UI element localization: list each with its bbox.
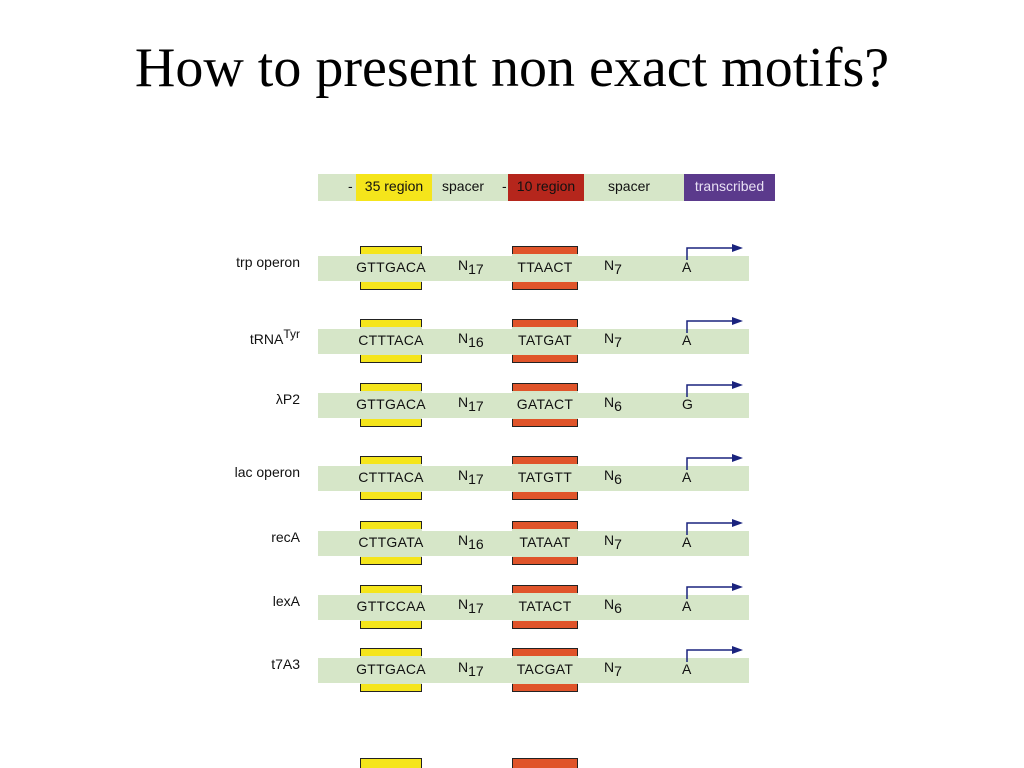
spacer-length-2: N7 [604, 659, 622, 679]
spacer-length-2: N7 [604, 330, 622, 350]
transcription-arrow-icon [686, 381, 743, 397]
promoter-row: lexA GTTCCAA N17 TATACT N6 A [0, 583, 1024, 629]
sequence-35: CTTTACA [358, 469, 424, 485]
spacer-length-1: N16 [458, 330, 484, 350]
spacer-length-1: N17 [458, 257, 484, 277]
promoter-name-text: t7A3 [271, 656, 300, 672]
region-10-box [512, 758, 578, 768]
region-35-box [360, 246, 422, 290]
legend-dash-35: - [348, 178, 353, 194]
promoter-legend-bar: - 35 region spacer - 10 region spacer tr… [318, 174, 775, 201]
promoter-name-text: recA [271, 529, 300, 545]
transcription-start-base: A [682, 332, 692, 348]
sequence-10: TATACT [518, 598, 572, 614]
region-35-box [360, 521, 422, 565]
promoter-name: t7A3 [271, 656, 300, 672]
promoter-name-text: lexA [272, 593, 300, 609]
sequence-10: TACGAT [516, 661, 574, 677]
sequence-10: TATGTT [517, 469, 573, 485]
slide-title: How to present non exact motifs? [134, 37, 890, 99]
sequence-35: GTTGACA [356, 396, 426, 412]
cropped-row-fragment [0, 758, 1024, 768]
region-10-box [512, 456, 578, 500]
region-35-box [360, 758, 422, 768]
sequence-10: TATAAT [519, 534, 571, 550]
promoter-name-superscript: Tyr [283, 327, 300, 341]
promoter-row: recA CTTGATA N16 TATAAT N7 A [0, 519, 1024, 565]
spacer-length-2: N7 [604, 532, 622, 552]
transcription-arrow-icon [686, 244, 743, 260]
spacer-length-1: N17 [458, 394, 484, 414]
promoter-name: trp operon [236, 254, 300, 270]
legend-dash-10: - [502, 178, 507, 194]
transcription-start-base: A [682, 661, 692, 677]
sequence-35: GTTGACA [356, 661, 426, 677]
promoter-name: recA [271, 529, 300, 545]
transcription-start-base: A [682, 259, 692, 275]
promoter-name: lac operon [235, 464, 300, 480]
promoter-row: trp operon GTTGACA N17 TTAACT N7 A [0, 244, 1024, 290]
promoter-row: tRNATyr CTTTACA N16 TATGAT N7 A [0, 317, 1024, 363]
region-35-box [360, 383, 422, 427]
spacer-length-1: N17 [458, 596, 484, 616]
legend-region-35: 35 region [356, 174, 432, 201]
sequence-35: GTTCCAA [356, 598, 426, 614]
transcription-arrow-icon [686, 317, 743, 333]
promoter-name: tRNATyr [250, 327, 300, 347]
sequence-10: TATGAT [518, 332, 572, 348]
spacer-length-1: N17 [458, 467, 484, 487]
transcription-arrow-icon [686, 646, 743, 662]
transcription-start-base: G [682, 396, 693, 412]
region-10-box [512, 319, 578, 363]
sequence-35: CTTTACA [358, 332, 424, 348]
legend-spacer-2: spacer [608, 178, 651, 194]
transcription-arrow-icon [686, 583, 743, 599]
promoter-row: t7A3 GTTGACA N17 TACGAT N7 A [0, 646, 1024, 692]
legend-region-10: 10 region [508, 174, 584, 201]
spacer-length-1: N17 [458, 659, 484, 679]
region-10-box [512, 521, 578, 565]
promoter-name-text: tRNA [249, 331, 284, 347]
sequence-35: GTTGACA [356, 259, 426, 275]
transcription-arrow-icon [686, 454, 743, 470]
sequence-10: GATACT [516, 396, 574, 412]
promoter-name-text: λP2 [275, 391, 300, 407]
transcription-start-base: A [682, 469, 692, 485]
region-35-box [360, 456, 422, 500]
transcription-arrow-icon [686, 519, 743, 535]
promoter-row: λP2 GTTGACA N17 GATACT N6 G [0, 381, 1024, 427]
region-10-box [512, 246, 578, 290]
spacer-length-2: N6 [604, 394, 622, 414]
region-10-box [512, 585, 578, 629]
sequence-10: TTAACT [517, 259, 573, 275]
region-35-box [360, 648, 422, 692]
transcription-start-base: A [682, 598, 692, 614]
spacer-length-1: N16 [458, 532, 484, 552]
legend-transcribed: transcribed [684, 174, 775, 201]
region-10-box [512, 648, 578, 692]
transcription-start-base: A [682, 534, 692, 550]
sequence-35: CTTGATA [358, 534, 424, 550]
spacer-length-2: N7 [604, 257, 622, 277]
region-35-box [360, 585, 422, 629]
spacer-length-2: N6 [604, 596, 622, 616]
region-35-box [360, 319, 422, 363]
promoter-name: λP2 [276, 391, 300, 407]
legend-spacer-1: spacer [442, 178, 485, 194]
spacer-length-2: N6 [604, 467, 622, 487]
promoter-name: lexA [273, 593, 300, 609]
promoter-name-text: lac operon [234, 464, 300, 480]
promoter-row: lac operon CTTTACA N17 TATGTT N6 A [0, 454, 1024, 500]
promoter-name-text: trp operon [236, 254, 300, 270]
region-10-box [512, 383, 578, 427]
